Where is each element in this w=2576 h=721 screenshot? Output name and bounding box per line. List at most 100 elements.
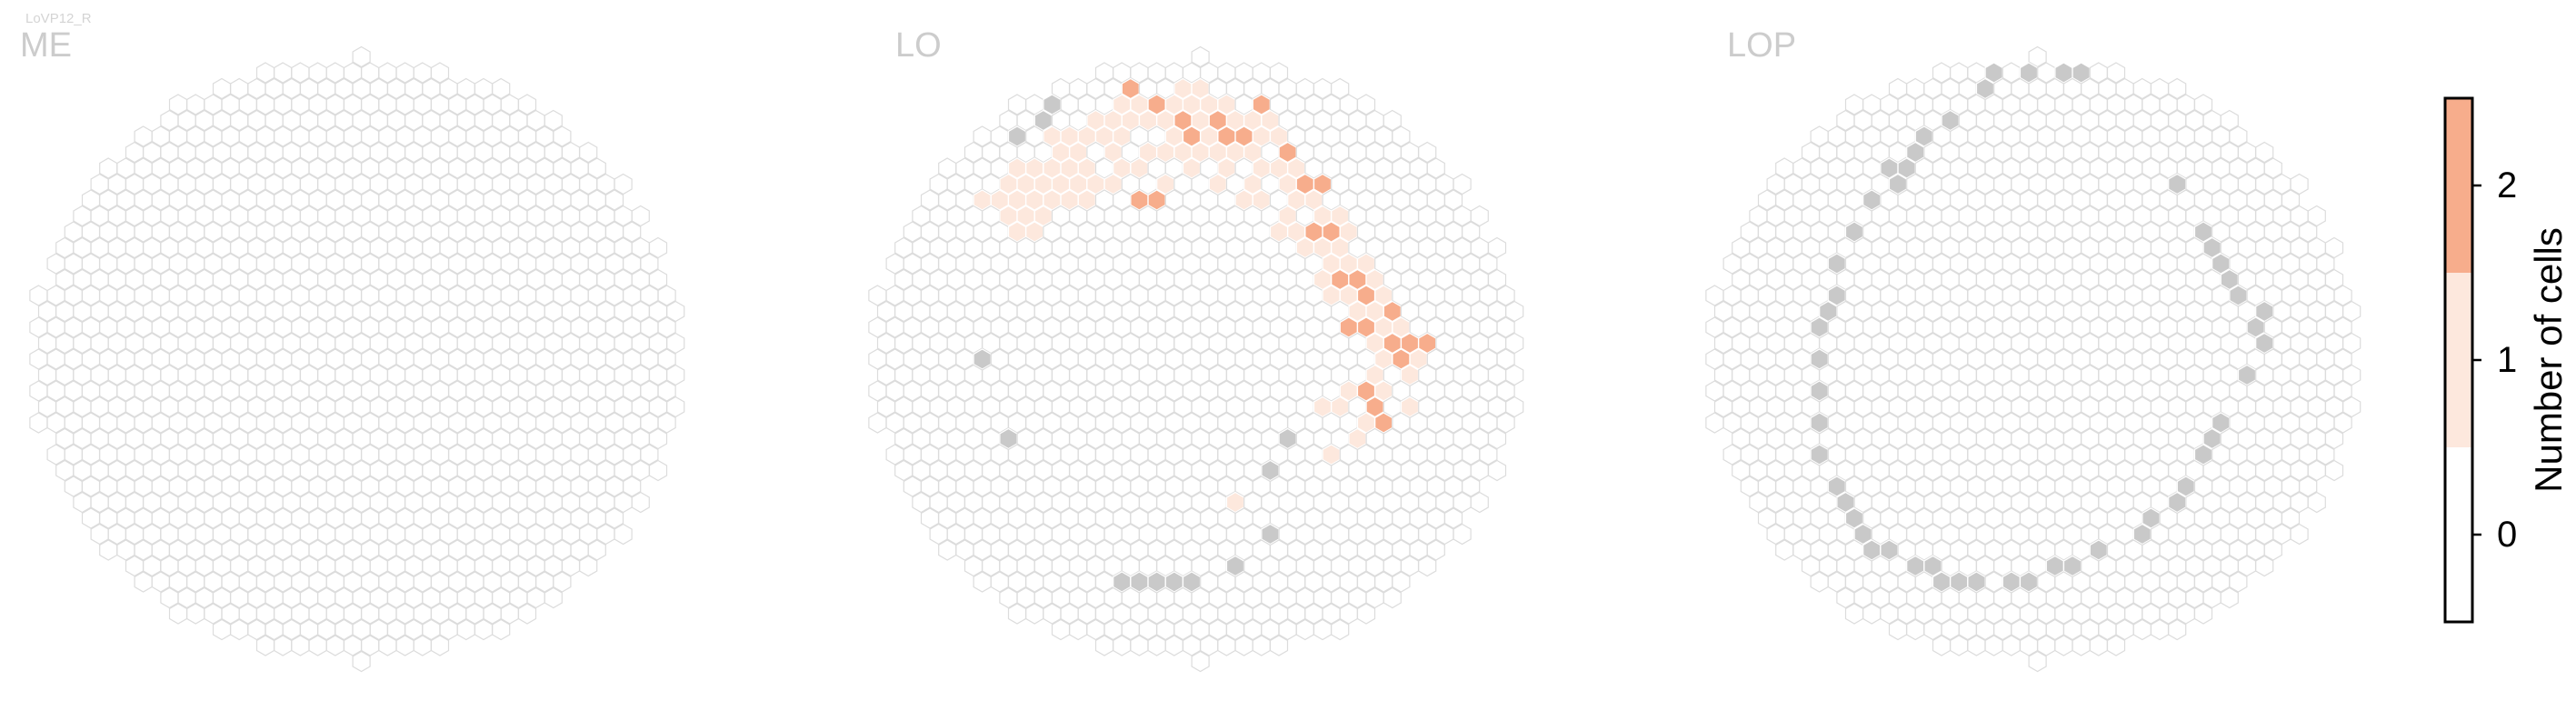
hex-cell	[2324, 427, 2344, 450]
panel-title-lo: LO	[895, 26, 942, 65]
colorbar-band-1	[2445, 273, 2472, 447]
hex-cell	[2316, 253, 2335, 275]
hex-cell	[2028, 45, 2047, 68]
hex-cell	[544, 586, 563, 609]
hex-cell	[1426, 539, 1445, 561]
hex-cell	[2089, 635, 2108, 656]
hex-cell	[1470, 491, 1489, 514]
hex-cell	[604, 507, 624, 529]
hex-cell	[1383, 586, 1402, 609]
hex-cell	[1496, 316, 1515, 338]
hex-cell	[2307, 491, 2326, 514]
hex-cell	[291, 635, 310, 656]
hex-cell	[553, 125, 572, 147]
panel-title-lop: LOP	[1727, 26, 1796, 65]
hex-cell	[2299, 221, 2318, 243]
hex-cell	[1069, 618, 1088, 641]
hex-cell	[2290, 523, 2309, 546]
hex-cell	[868, 412, 887, 434]
hex-cell	[1810, 571, 1829, 593]
hex-cell	[2150, 618, 2170, 641]
hex-cell	[1094, 635, 1114, 656]
hex-cell	[2281, 507, 2301, 529]
hex-cell	[666, 396, 685, 418]
hex-cell	[2106, 62, 2126, 84]
hex-cell	[1191, 650, 1210, 673]
hex-cell	[666, 300, 685, 323]
hex-cell	[474, 618, 494, 641]
hex-cell	[973, 571, 992, 593]
hex-cell	[2299, 476, 2318, 497]
hex-cell	[544, 109, 563, 132]
hex-cell	[2229, 571, 2248, 593]
hex-cell	[2342, 332, 2361, 355]
hex-cell	[1844, 603, 1864, 625]
hex-cell	[2168, 618, 2187, 641]
hex-cell	[2342, 364, 2361, 386]
panel-lo: LO	[868, 26, 1524, 673]
hex-cell	[29, 412, 48, 434]
hex-cell	[2333, 412, 2352, 434]
hex-cell	[1252, 635, 1271, 656]
hex-cell	[1496, 285, 1515, 306]
hex-cell	[1331, 618, 1350, 641]
hex-cell	[1705, 412, 1724, 434]
colorbar-band-2	[2445, 98, 2472, 273]
hex-cell	[1392, 125, 1411, 147]
hex-cell	[2220, 109, 2239, 132]
hex-cell	[631, 205, 650, 227]
hex-cell	[1496, 380, 1515, 402]
hex-cell	[1164, 635, 1183, 656]
hex-cell	[2255, 555, 2274, 577]
hex-cell	[1007, 603, 1027, 625]
hex-cell	[2220, 586, 2239, 609]
hex-grid-lo	[868, 45, 1524, 673]
hex-cell	[2229, 125, 2248, 147]
hex-cell	[2324, 236, 2344, 259]
hex-cell	[1906, 618, 1925, 641]
hex-cell	[614, 173, 633, 195]
hex-cell	[648, 236, 668, 259]
hex-cell	[623, 476, 642, 497]
hex-cell	[648, 459, 668, 482]
hex-cell	[1505, 396, 1524, 418]
colorbar: 2 1 0 Number of cells	[2443, 96, 2570, 624]
hex-cell	[1453, 173, 1472, 195]
hex-cell	[308, 635, 327, 656]
hex-cell	[1356, 94, 1376, 115]
hex-cell	[1234, 635, 1253, 656]
hex-cell	[456, 618, 475, 641]
hex-cell	[2324, 268, 2344, 291]
hex-cell	[1487, 427, 1507, 450]
hex-cell	[657, 316, 676, 338]
hex-cell	[325, 635, 344, 656]
hex-cell	[2132, 618, 2152, 641]
hex-cell	[1505, 332, 1524, 355]
hex-cell	[352, 45, 371, 68]
hex-cell	[1862, 603, 1882, 625]
hex-cell	[614, 523, 633, 546]
hex-cell	[395, 635, 414, 656]
hex-cell	[1984, 635, 2003, 656]
hex-cell	[2281, 189, 2301, 211]
hex-grid-lop	[1705, 45, 2361, 673]
hex-cell	[2342, 396, 2361, 418]
hex-cell	[1418, 555, 1437, 577]
hex-cell	[1295, 618, 1314, 641]
hex-cell	[430, 635, 450, 656]
hex-cell	[2307, 205, 2326, 227]
hex-cell	[378, 635, 397, 656]
hex-cell	[2263, 539, 2282, 561]
hex-cell	[1505, 300, 1524, 323]
cell-type-label: LoVP12_R	[25, 11, 92, 26]
hex-cell	[212, 618, 232, 641]
panel-lop: LOP	[1705, 26, 2361, 673]
hex-cell	[657, 380, 676, 402]
hex-cell	[657, 348, 676, 370]
hex-cell	[430, 62, 450, 84]
hex-cell	[1392, 571, 1411, 593]
hex-cell	[1331, 77, 1350, 100]
hex-cell	[1496, 412, 1515, 434]
colorbar-tick-label-1: 1	[2497, 340, 2517, 380]
hex-cell	[2106, 635, 2126, 656]
